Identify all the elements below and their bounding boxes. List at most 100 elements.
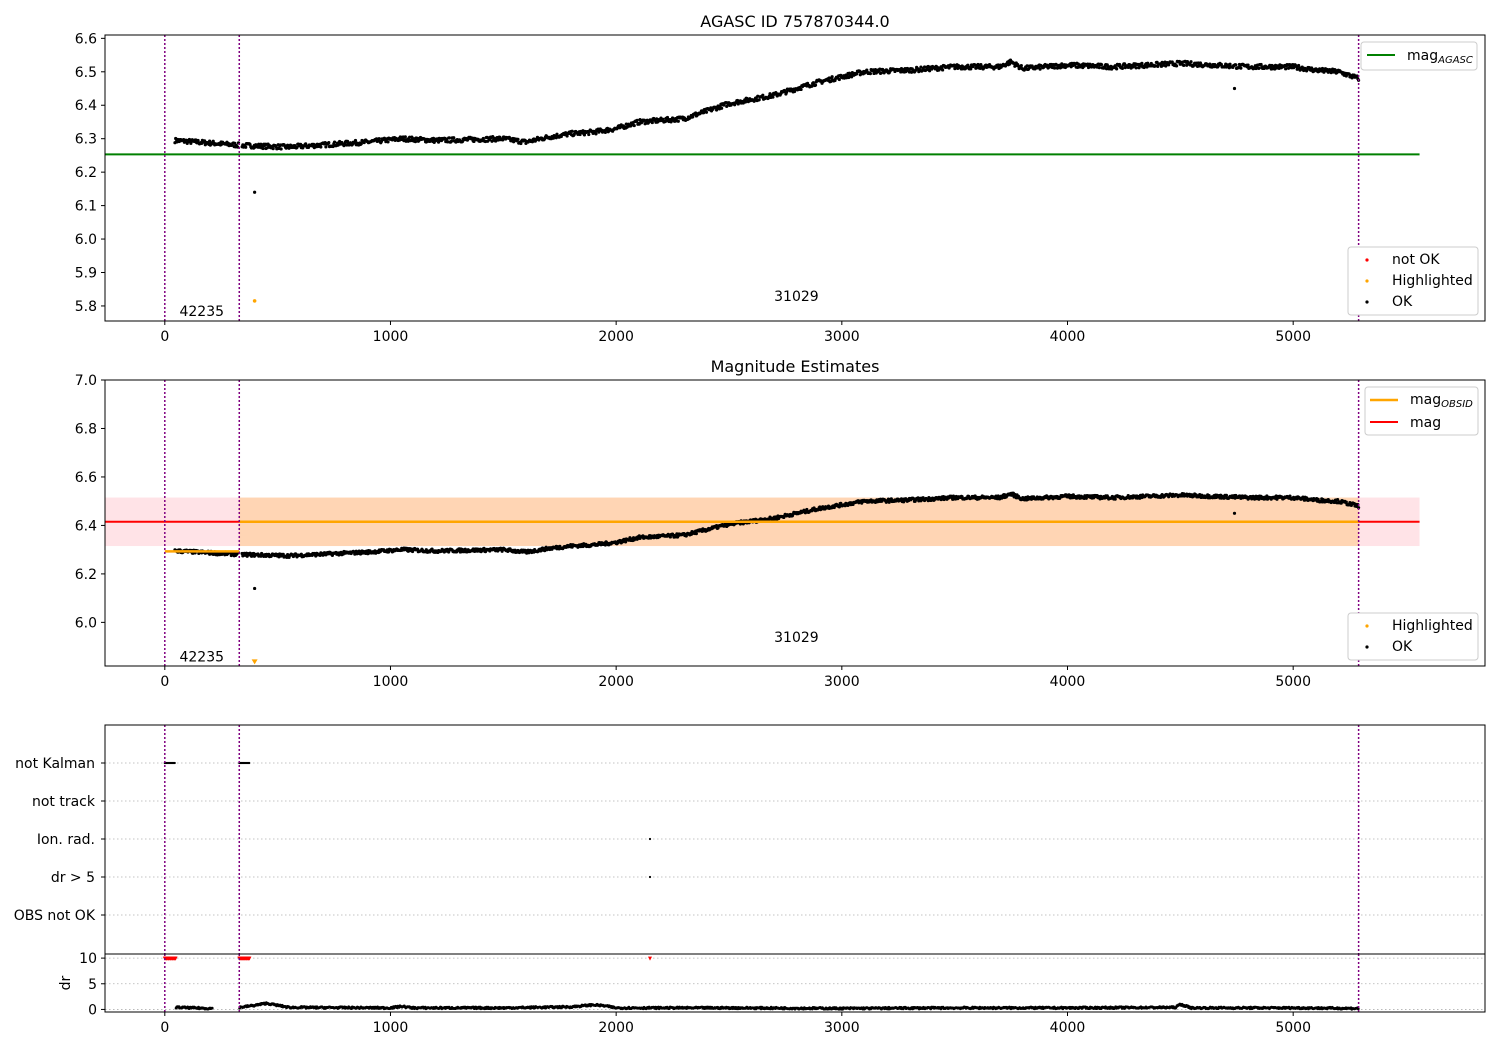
data-point-ok — [481, 136, 485, 141]
data-point-ok — [720, 106, 724, 110]
category-label: Ion. rad. — [37, 832, 95, 848]
legend-label-highlighted: Highlighted — [1392, 618, 1473, 634]
data-point-ok — [447, 136, 451, 140]
x-tick-label: 3000 — [824, 329, 860, 345]
x-tick-label: 1000 — [373, 329, 409, 345]
flag-point — [248, 761, 251, 765]
dr-point — [210, 1006, 214, 1010]
data-point-ok — [386, 140, 390, 144]
legend-marker-ok — [1365, 645, 1369, 649]
chart-title: Magnitude Estimates — [711, 357, 880, 376]
data-point-ok — [594, 132, 598, 136]
legend-box — [1360, 41, 1478, 71]
legend-box — [1347, 246, 1479, 316]
data-point-ok — [1099, 63, 1104, 67]
data-point-ok — [570, 129, 574, 133]
data-point-ok — [1284, 67, 1288, 71]
data-point-ok — [635, 118, 639, 122]
category-label: not track — [32, 794, 96, 810]
x-tick-label: 4000 — [1050, 674, 1086, 690]
data-point-ok — [1333, 68, 1338, 72]
legend-line-label: mag — [1410, 415, 1441, 431]
x-tick-label: 1000 — [373, 1020, 409, 1036]
data-point-ok — [357, 549, 361, 553]
data-point-ok — [519, 141, 523, 146]
x-tick-label: 5000 — [1275, 329, 1311, 345]
x-tick-label: 2000 — [598, 329, 634, 345]
data-point-ok — [452, 136, 456, 140]
data-point-ok — [295, 145, 299, 150]
data-point-ok — [1239, 66, 1243, 70]
data-point-ok — [603, 130, 607, 134]
y-tick-label: 6.6 — [75, 31, 97, 47]
y-tick-label: 6.4 — [75, 98, 97, 114]
data-point-ok — [1117, 62, 1122, 67]
y-tick-label: 5 — [88, 977, 97, 993]
data-point-ok — [572, 132, 576, 136]
y-tick-label: 6.6 — [75, 470, 97, 486]
y-tick-label: 6.2 — [75, 165, 97, 181]
data-point-ok — [1246, 63, 1250, 67]
y-tick-label: 7.0 — [75, 373, 97, 389]
data-point-ok — [691, 115, 695, 119]
data-point-ok — [969, 67, 973, 71]
obsid-annotation: 42235 — [179, 304, 224, 320]
data-point-ok — [757, 98, 761, 102]
legend-lines: magOBSID mag — [1364, 386, 1479, 436]
obsid-annotation: 42235 — [179, 649, 224, 665]
data-point-ok — [555, 132, 559, 136]
y-tick-label: 6.3 — [75, 132, 97, 148]
data-point-ok — [196, 138, 200, 143]
data-point-ok — [353, 138, 358, 143]
data-point-ok — [1232, 86, 1237, 91]
data-point-ok — [387, 550, 391, 554]
x-tick-label: 4000 — [1050, 1020, 1086, 1036]
chart-title: AGASC ID 757870344.0 — [700, 12, 889, 31]
data-point-ok — [1286, 66, 1291, 70]
y-tick-label: 6.4 — [75, 518, 97, 534]
category-label: dr > 5 — [51, 870, 95, 886]
x-tick-label: 0 — [160, 329, 169, 345]
data-point-ok — [319, 145, 323, 149]
data-point-ok — [837, 77, 841, 82]
data-point-ok — [1038, 67, 1042, 71]
data-point-ok — [1232, 511, 1237, 515]
data-point-ok — [1208, 62, 1212, 66]
data-point-ok — [253, 190, 257, 194]
plot-frame — [104, 34, 1486, 322]
data-point-ok — [1134, 66, 1138, 70]
data-point-ok — [1097, 66, 1101, 70]
legend-label-ok: OK — [1392, 294, 1413, 310]
x-tick-label: 3000 — [824, 674, 860, 690]
data-point-ok — [202, 139, 207, 143]
data-point-ok — [449, 139, 454, 143]
data-point-ok — [632, 123, 636, 128]
y-tick-label: 6.8 — [75, 421, 97, 437]
x-tick-label: 2000 — [598, 1020, 634, 1036]
data-point-ok — [1259, 62, 1263, 67]
y-tick-label: 6.1 — [75, 199, 97, 215]
y-tick-label: 6.5 — [75, 65, 97, 81]
data-point-ok — [279, 147, 283, 151]
y-tick-label: 5.8 — [75, 299, 97, 315]
flag-point — [648, 875, 652, 879]
data-point-ok — [1189, 60, 1193, 64]
data-point-ok — [1113, 497, 1117, 501]
data-point-ok — [578, 132, 582, 137]
data-point-ok — [761, 93, 765, 97]
data-point-ok — [413, 140, 418, 144]
data-point-ok — [403, 135, 407, 139]
data-point-ok — [587, 132, 591, 137]
data-point-ok — [743, 100, 748, 104]
magnitude-estimates-panel: Magnitude Estimates 0 1000 2000 3000 4000 500… — [75, 357, 1486, 690]
data-point-ok — [359, 142, 363, 146]
data-point-ok — [472, 139, 476, 144]
category-label: not Kalman — [15, 756, 95, 772]
data-point-ok — [482, 546, 486, 551]
data-point-ok — [244, 145, 248, 149]
legend-points: not OK Highlighted OK — [1347, 246, 1479, 316]
legend-label-ok: OK — [1392, 639, 1413, 655]
data-point-ok — [1123, 62, 1127, 66]
y-tick-label: 10 — [79, 951, 97, 967]
